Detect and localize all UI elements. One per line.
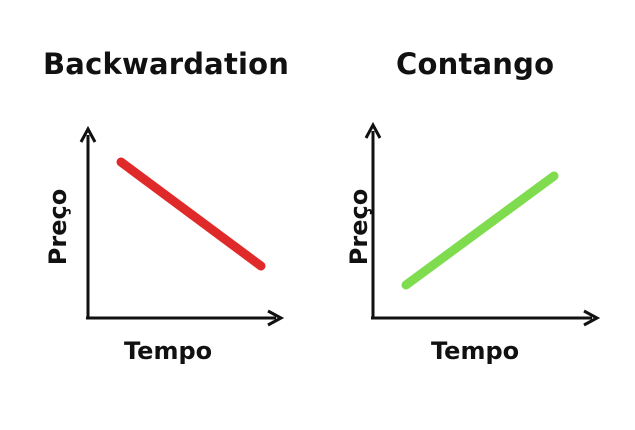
contango-panel: Contango Preço Tempo (317, 0, 635, 430)
price-trend-line (401, 171, 559, 290)
x-axis-arrowhead (583, 309, 601, 327)
y-axis-label: Preço (44, 188, 72, 266)
price-trend-line (116, 157, 266, 271)
backwardation-panel: Backwardation Preço Tempo (0, 0, 317, 430)
x-axis-arrowhead (267, 309, 285, 327)
contango-plot (364, 121, 601, 327)
y-axis-arrowhead (364, 121, 382, 139)
panel-title: Contango (396, 47, 555, 81)
x-axis-label: Tempo (124, 337, 213, 365)
backwardation-plot (79, 125, 285, 327)
y-axis-arrowhead (79, 125, 97, 143)
panel-title: Backwardation (43, 47, 290, 81)
y-axis-label: Preço (345, 188, 373, 266)
x-axis-label: Tempo (431, 337, 520, 365)
